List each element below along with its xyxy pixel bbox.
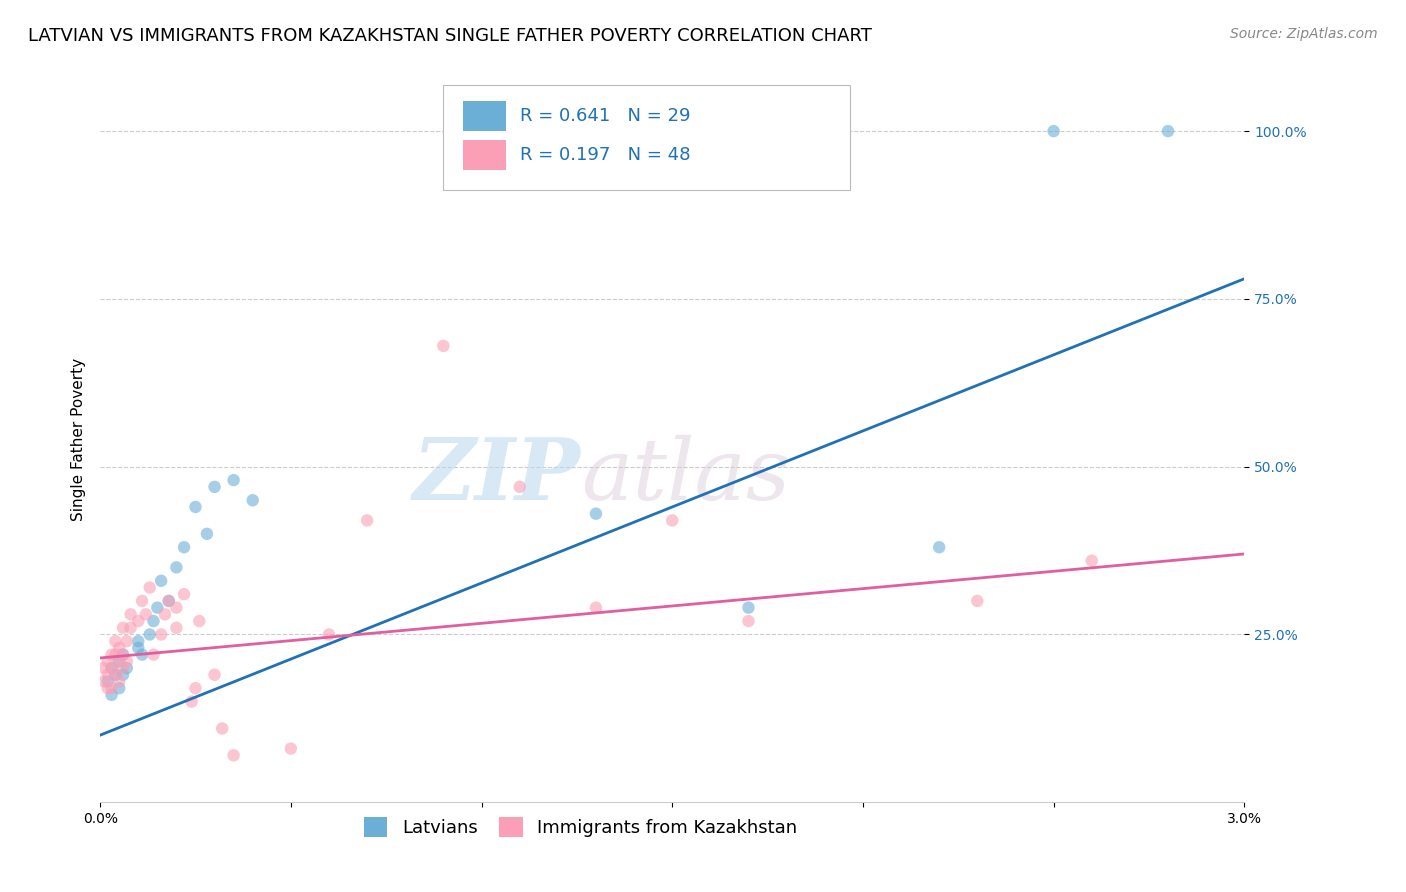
Point [115,661,138,675]
Point [204,667,226,681]
Text: Source: ZipAtlas.com: Source: ZipAtlas.com [1230,27,1378,41]
Point [100,688,122,702]
Point [737,600,759,615]
Point [165,560,187,574]
Point [115,654,138,668]
Point [165,600,187,615]
Point [108,640,131,655]
Text: R = 0.641   N = 29: R = 0.641 N = 29 [520,107,690,125]
Point [585,507,607,521]
Legend: Latvians, Immigrants from Kazakhstan: Latvians, Immigrants from Kazakhstan [357,810,804,844]
Point [280,741,302,756]
Text: ZIP: ZIP [413,434,581,518]
Point [138,627,160,641]
Point [111,661,134,675]
Point [100,661,122,675]
Point [966,594,988,608]
Point [356,513,378,527]
Point [131,648,153,662]
Point [93,661,115,675]
Point [127,614,149,628]
Point [108,681,131,695]
Point [97,681,120,695]
Point [195,526,218,541]
Point [120,621,142,635]
Point [142,614,165,628]
Point [108,654,131,668]
Point [111,648,134,662]
Point [211,722,233,736]
Point [108,654,131,668]
Point [150,574,173,588]
Text: atlas: atlas [581,434,790,517]
Point [100,648,122,662]
Point [97,654,120,668]
Point [188,614,211,628]
Point [204,480,226,494]
Point [432,339,454,353]
Point [108,674,131,689]
Point [111,667,134,681]
Point [120,607,142,622]
Point [1080,554,1102,568]
Point [1042,124,1064,138]
Point [93,674,115,689]
Point [1157,124,1180,138]
Point [127,634,149,648]
Point [135,607,157,622]
Point [928,540,950,554]
Point [104,648,127,662]
Point [184,500,207,514]
Point [138,581,160,595]
Point [104,634,127,648]
Point [737,614,759,628]
Point [97,674,120,689]
Point [111,621,134,635]
Point [184,681,207,695]
Point [104,667,127,681]
Point [142,648,165,662]
Point [318,627,340,641]
Point [165,621,187,635]
Point [661,513,683,527]
Point [100,681,122,695]
Bar [463,140,506,170]
Point [222,473,245,487]
Point [146,600,169,615]
Text: LATVIAN VS IMMIGRANTS FROM KAZAKHSTAN SINGLE FATHER POVERTY CORRELATION CHART: LATVIAN VS IMMIGRANTS FROM KAZAKHSTAN SI… [28,27,872,45]
Point [115,634,138,648]
Point [104,667,127,681]
Point [173,587,195,601]
Point [509,480,531,494]
Point [97,667,120,681]
Point [157,594,180,608]
Y-axis label: Single Father Poverty: Single Father Poverty [72,359,86,522]
Point [585,600,607,615]
Point [100,661,122,675]
Point [157,594,180,608]
Point [153,607,176,622]
Point [180,695,202,709]
Point [173,540,195,554]
Point [150,627,173,641]
FancyBboxPatch shape [443,85,849,190]
Point [222,748,245,763]
Text: R = 0.197   N = 48: R = 0.197 N = 48 [520,146,690,164]
Point [111,648,134,662]
Bar [463,101,506,131]
Point [242,493,264,508]
Point [127,640,149,655]
Point [131,594,153,608]
